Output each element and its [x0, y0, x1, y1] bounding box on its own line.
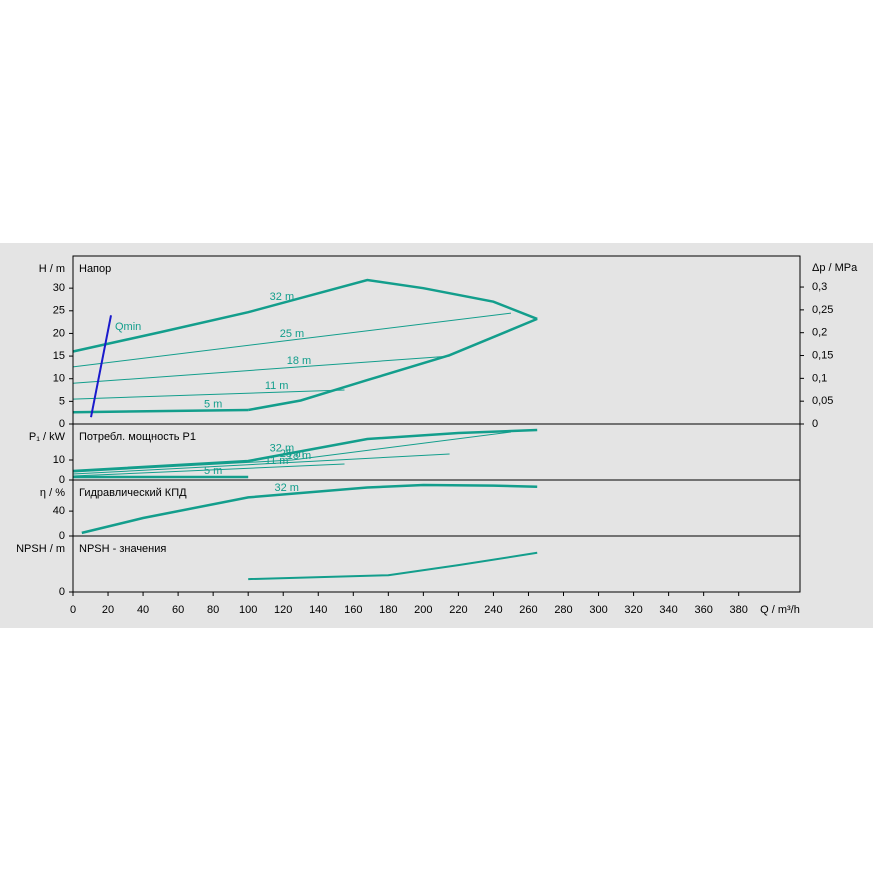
y-tick-label: 0: [59, 530, 65, 542]
x-tick-label: 280: [554, 604, 572, 616]
x-tick-label: 320: [624, 604, 642, 616]
curve: [72, 453, 450, 475]
curve: [72, 355, 450, 384]
y2-tick-label: 0,25: [812, 304, 833, 316]
x-axis-label: Q / m³/h: [760, 604, 800, 616]
curve-label: 32 m: [270, 291, 294, 303]
y2-axis-label: Δp / MPa: [812, 262, 858, 274]
panel-title: Потребл. мощность P1: [79, 431, 196, 443]
x-tick-label: 360: [694, 604, 712, 616]
curve: [90, 315, 112, 418]
y-tick-label: 20: [53, 327, 65, 339]
y-tick-label: 25: [53, 305, 65, 317]
curve: [247, 317, 538, 412]
y-axis-label: P₁ / kW: [29, 431, 66, 443]
curve-label: 25 m: [280, 448, 304, 460]
panel-title: NPSH - значения: [79, 543, 166, 555]
panel-frame: [72, 535, 801, 593]
x-tick-label: 40: [137, 604, 149, 616]
panel-title: Гидравлический КПД: [79, 487, 187, 499]
y2-tick-label: 0,05: [812, 395, 833, 407]
curve: [72, 389, 345, 400]
x-tick-label: 160: [344, 604, 362, 616]
y-tick-label: 5: [59, 395, 65, 407]
y2-tick-label: 0,15: [812, 349, 833, 361]
y2-tick-label: 0,1: [812, 372, 827, 384]
curve-label: 11 m: [265, 380, 289, 392]
curve-label: 5 m: [204, 398, 222, 410]
curve-label: 18 m: [287, 355, 311, 367]
x-tick-label: 0: [70, 604, 76, 616]
y-tick-label: 40: [53, 505, 65, 517]
x-tick-label: 20: [102, 604, 114, 616]
curve: [72, 408, 249, 414]
curve-label: 18 m: [287, 450, 311, 462]
y-tick-label: 0: [59, 418, 65, 430]
y-axis-label: NPSH / m: [16, 543, 65, 555]
curve-label: 25 m: [280, 328, 304, 340]
curve: [72, 278, 538, 353]
y-tick-label: 15: [53, 350, 65, 362]
curve-label: 5 m: [204, 465, 222, 477]
curve: [72, 431, 512, 473]
curve: [81, 483, 538, 535]
x-tick-label: 120: [274, 604, 292, 616]
curve: [72, 312, 512, 368]
x-tick-label: 100: [239, 604, 257, 616]
x-tick-label: 60: [172, 604, 184, 616]
y2-tick-label: 0,3: [812, 281, 827, 293]
x-tick-label: 380: [730, 604, 748, 616]
x-tick-label: 80: [207, 604, 219, 616]
curve-label: 11 m: [265, 455, 289, 467]
x-tick-label: 300: [589, 604, 607, 616]
y-axis-label: η / %: [40, 487, 65, 499]
y-tick-label: 0: [59, 474, 65, 486]
curve: [72, 428, 538, 473]
curve-label: Qmin: [115, 321, 141, 333]
curve-label: 32 m: [270, 443, 294, 455]
x-tick-label: 180: [379, 604, 397, 616]
y-tick-label: 10: [53, 373, 65, 385]
y2-tick-label: 0: [812, 418, 818, 430]
y2-tick-label: 0,2: [812, 327, 827, 339]
y-tick-label: 0: [59, 586, 65, 598]
curve: [248, 551, 538, 581]
panel-title: Напор: [79, 263, 111, 275]
y-tick-label: 30: [53, 282, 65, 294]
x-tick-label: 140: [309, 604, 327, 616]
x-tick-label: 200: [414, 604, 432, 616]
x-tick-label: 220: [449, 604, 467, 616]
curve-label: 32 m: [274, 482, 298, 494]
curve: [72, 463, 345, 477]
x-tick-label: 260: [519, 604, 537, 616]
x-tick-label: 340: [659, 604, 677, 616]
x-tick-label: 240: [484, 604, 502, 616]
y-axis-label: H / m: [39, 263, 65, 275]
y-tick-label: 10: [53, 454, 65, 466]
